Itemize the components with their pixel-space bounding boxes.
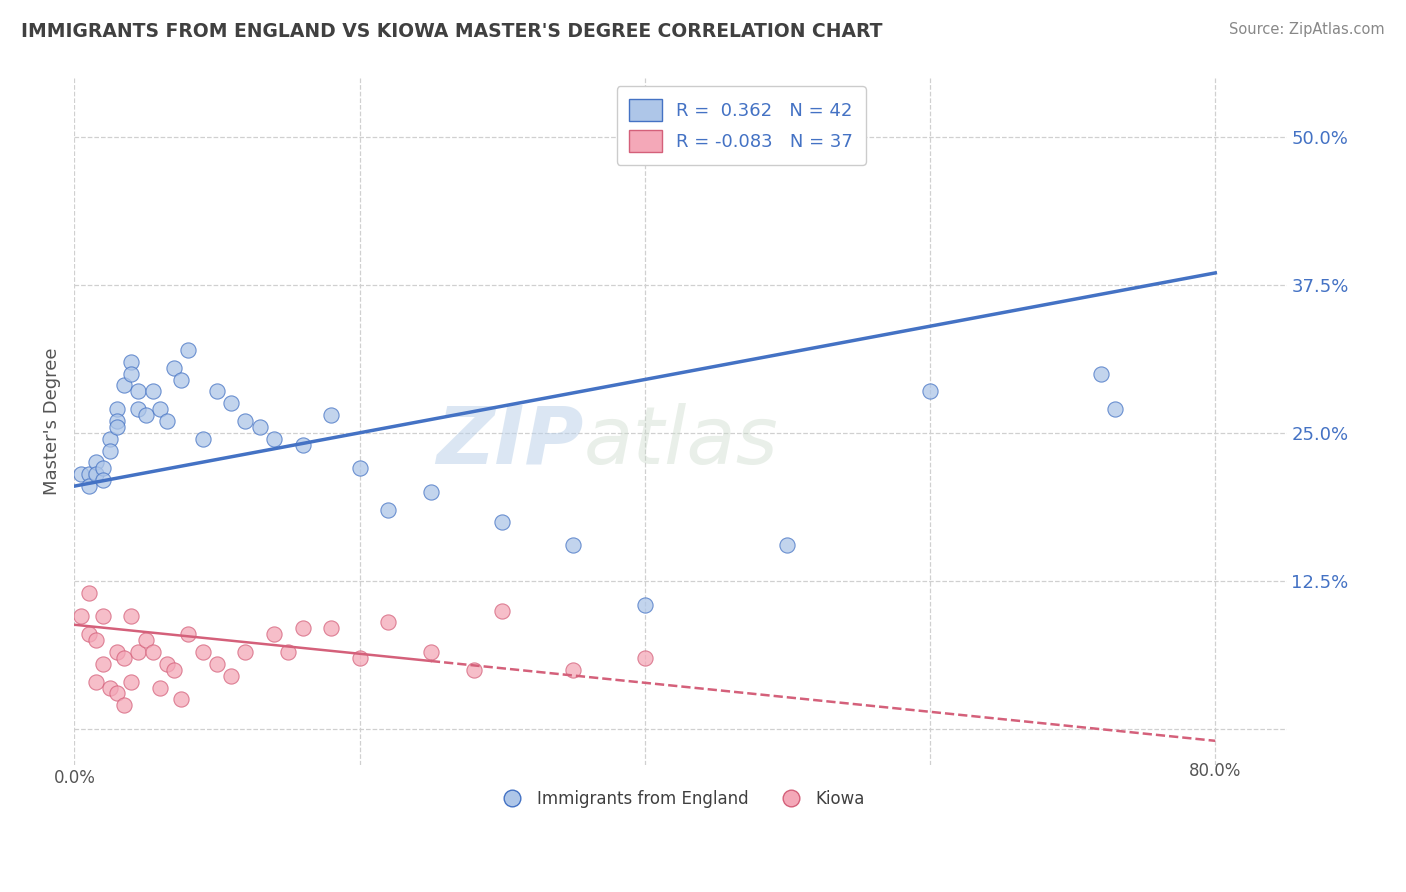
Point xyxy=(105,645,128,659)
Point xyxy=(634,651,657,665)
Point xyxy=(918,384,941,399)
Point xyxy=(142,645,165,659)
Point xyxy=(319,408,342,422)
Text: IMMIGRANTS FROM ENGLAND VS KIOWA MASTER'S DEGREE CORRELATION CHART: IMMIGRANTS FROM ENGLAND VS KIOWA MASTER'… xyxy=(21,22,883,41)
Point xyxy=(120,367,142,381)
Point xyxy=(128,645,150,659)
Point xyxy=(135,408,157,422)
Point xyxy=(84,633,107,648)
Point xyxy=(562,663,585,677)
Point xyxy=(277,645,299,659)
Point xyxy=(120,609,142,624)
Point xyxy=(263,627,285,641)
Point xyxy=(177,343,200,357)
Point xyxy=(349,461,371,475)
Point xyxy=(377,503,399,517)
Point xyxy=(163,360,186,375)
Text: Source: ZipAtlas.com: Source: ZipAtlas.com xyxy=(1229,22,1385,37)
Point xyxy=(84,455,107,469)
Point xyxy=(191,432,214,446)
Point xyxy=(491,515,513,529)
Point xyxy=(77,479,100,493)
Point xyxy=(149,681,172,695)
Legend: Immigrants from England, Kiowa: Immigrants from England, Kiowa xyxy=(489,783,872,814)
Point xyxy=(105,414,128,428)
Point xyxy=(105,686,128,700)
Point xyxy=(235,645,257,659)
Point xyxy=(291,438,314,452)
Text: atlas: atlas xyxy=(583,402,778,481)
Point xyxy=(91,473,114,487)
Point xyxy=(70,609,93,624)
Point xyxy=(419,645,441,659)
Point xyxy=(128,384,150,399)
Point xyxy=(77,586,100,600)
Point xyxy=(91,461,114,475)
Point xyxy=(205,657,228,671)
Point xyxy=(235,414,257,428)
Point xyxy=(120,355,142,369)
Point xyxy=(291,621,314,635)
Point xyxy=(191,645,214,659)
Point xyxy=(84,674,107,689)
Point xyxy=(219,396,242,410)
Point xyxy=(634,598,657,612)
Point xyxy=(177,627,200,641)
Point xyxy=(98,432,121,446)
Point xyxy=(205,384,228,399)
Point xyxy=(776,538,799,552)
Point xyxy=(128,402,150,417)
Point xyxy=(156,657,179,671)
Point xyxy=(463,663,485,677)
Point xyxy=(149,402,172,417)
Point xyxy=(91,609,114,624)
Point xyxy=(219,668,242,682)
Text: ZIP: ZIP xyxy=(436,402,583,481)
Point xyxy=(377,615,399,630)
Point xyxy=(98,681,121,695)
Point xyxy=(91,657,114,671)
Point xyxy=(112,698,135,713)
Point xyxy=(120,674,142,689)
Point xyxy=(263,432,285,446)
Point xyxy=(349,651,371,665)
Text: 80.0%: 80.0% xyxy=(1189,762,1241,780)
Point xyxy=(105,420,128,434)
Point xyxy=(491,603,513,617)
Point xyxy=(84,467,107,482)
Point xyxy=(112,378,135,392)
Point xyxy=(156,414,179,428)
Point xyxy=(135,633,157,648)
Point xyxy=(319,621,342,635)
Point xyxy=(170,692,193,706)
Point xyxy=(562,538,585,552)
Y-axis label: Master's Degree: Master's Degree xyxy=(44,347,60,495)
Point xyxy=(77,467,100,482)
Point xyxy=(142,384,165,399)
Point xyxy=(105,402,128,417)
Point xyxy=(170,372,193,386)
Point xyxy=(1104,402,1126,417)
Point xyxy=(1090,367,1112,381)
Point xyxy=(77,627,100,641)
Point xyxy=(70,467,93,482)
Point xyxy=(163,663,186,677)
Point xyxy=(249,420,271,434)
Point xyxy=(112,651,135,665)
Point xyxy=(419,485,441,500)
Point xyxy=(98,443,121,458)
